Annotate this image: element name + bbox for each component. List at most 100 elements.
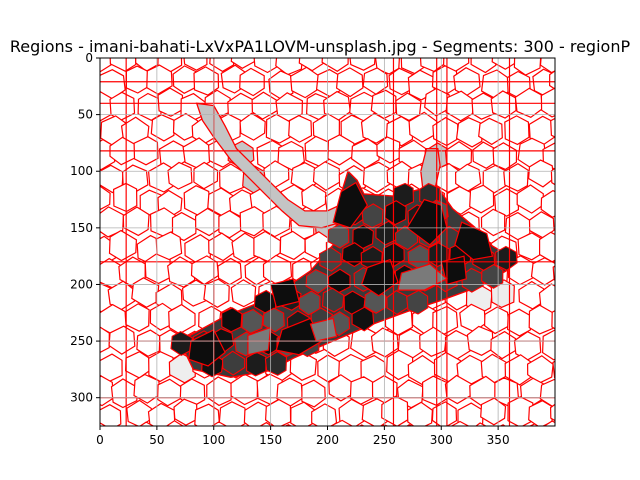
segment-cell [580,305,604,331]
segment-cell [565,184,591,212]
y-tick-label: 300 [70,391,93,405]
y-tick-label: 50 [78,108,93,122]
x-tick-label: 300 [430,433,453,447]
shoe-segment [221,350,246,376]
segment-cell [431,401,458,426]
shoe-segment [241,308,264,334]
segment-cell [478,117,503,146]
segment-cell [167,161,193,190]
segment-cell [569,92,592,119]
shoe-dark-segment [454,221,494,261]
segment-cell [165,420,185,426]
shoe-segment [262,307,285,333]
segment-cell [109,58,137,72]
segment-cell [579,114,607,144]
segment-cell [126,399,153,426]
segment-cell [264,398,292,426]
segment-cell [548,70,555,90]
shoe-light-segment [309,317,338,342]
segment-cell [121,425,124,426]
segment-cell [575,261,599,289]
segment-cell [125,65,150,94]
segment-cell [173,398,198,426]
segment-cell [122,206,150,237]
segment-cell [563,283,589,313]
segment-cell [528,423,539,426]
segment-cell [312,161,341,192]
x-tick-label: 0 [96,433,104,447]
shoe-segment [170,330,193,357]
segment-cell [573,159,599,189]
y-tick-label: 150 [70,221,93,235]
shoe-dark-segment [275,317,323,356]
segment-cell [541,329,555,361]
x-tick-label: 200 [316,433,339,447]
segment-cell [146,64,173,95]
segment-cell [483,306,510,335]
segment-cell [552,360,555,379]
segment-cell [100,422,107,426]
x-tick-label: 100 [202,433,225,447]
segment-cell [554,225,555,236]
segment-cell [239,112,266,141]
segment-cell [301,379,326,408]
y-tick-label: 250 [70,334,93,348]
segment-cell [540,87,555,118]
segment-cell [327,134,355,166]
segment-cell [144,253,171,285]
segment-cell [494,377,520,407]
segment-cell [444,374,473,405]
x-tick-label: 150 [259,433,282,447]
segment-cell [349,58,376,71]
shoe-segment [495,245,518,271]
segment-cell [139,421,155,426]
shoe-segment [363,288,387,314]
segment-cell [421,375,448,406]
segment-cell [108,229,138,262]
segment-cell [230,58,256,69]
shoe-segment [298,290,321,316]
segment-cell [450,420,470,426]
x-tick-label: 250 [373,433,396,447]
segment-cell [193,66,220,96]
segment-cell [240,425,241,426]
segment-cell [288,114,313,143]
segment-cell [329,419,354,426]
segment-cell [567,233,593,261]
shoe-dark-segment [360,258,399,297]
shoe-segment [406,289,429,315]
shoe-segment [327,223,350,249]
segment-cell [578,214,602,240]
segment-cell [209,58,235,73]
segment-cell [133,373,161,404]
segment-cell [516,184,544,214]
shoe-segment [318,246,342,272]
segment-cell [100,404,122,426]
segment-cell [471,92,496,120]
segment-cell [218,401,247,426]
x-tick-label: 50 [149,433,164,447]
segment-cell [549,403,555,422]
segment-cell [538,231,555,263]
segment-cell [552,265,555,281]
segment-cell [575,66,600,94]
segment-cell [527,159,555,188]
shoe-segment [351,306,375,332]
segment-cell [321,58,349,73]
segment-cell [507,396,534,426]
segment-cell [230,279,257,308]
segment-cell [172,112,199,141]
segment-cell [124,303,150,332]
y-tick-label: 0 [85,51,93,65]
segment-cell [210,421,228,426]
shoe-segment [341,242,365,268]
gridlines [100,58,555,426]
segment-cell [395,92,422,122]
segment-cell [100,185,111,211]
y-tick-label: 100 [70,164,93,178]
segment-cell [480,397,507,426]
segment-cell [112,182,138,213]
segment-cell [551,310,555,330]
y-tick-label: 200 [70,277,93,291]
